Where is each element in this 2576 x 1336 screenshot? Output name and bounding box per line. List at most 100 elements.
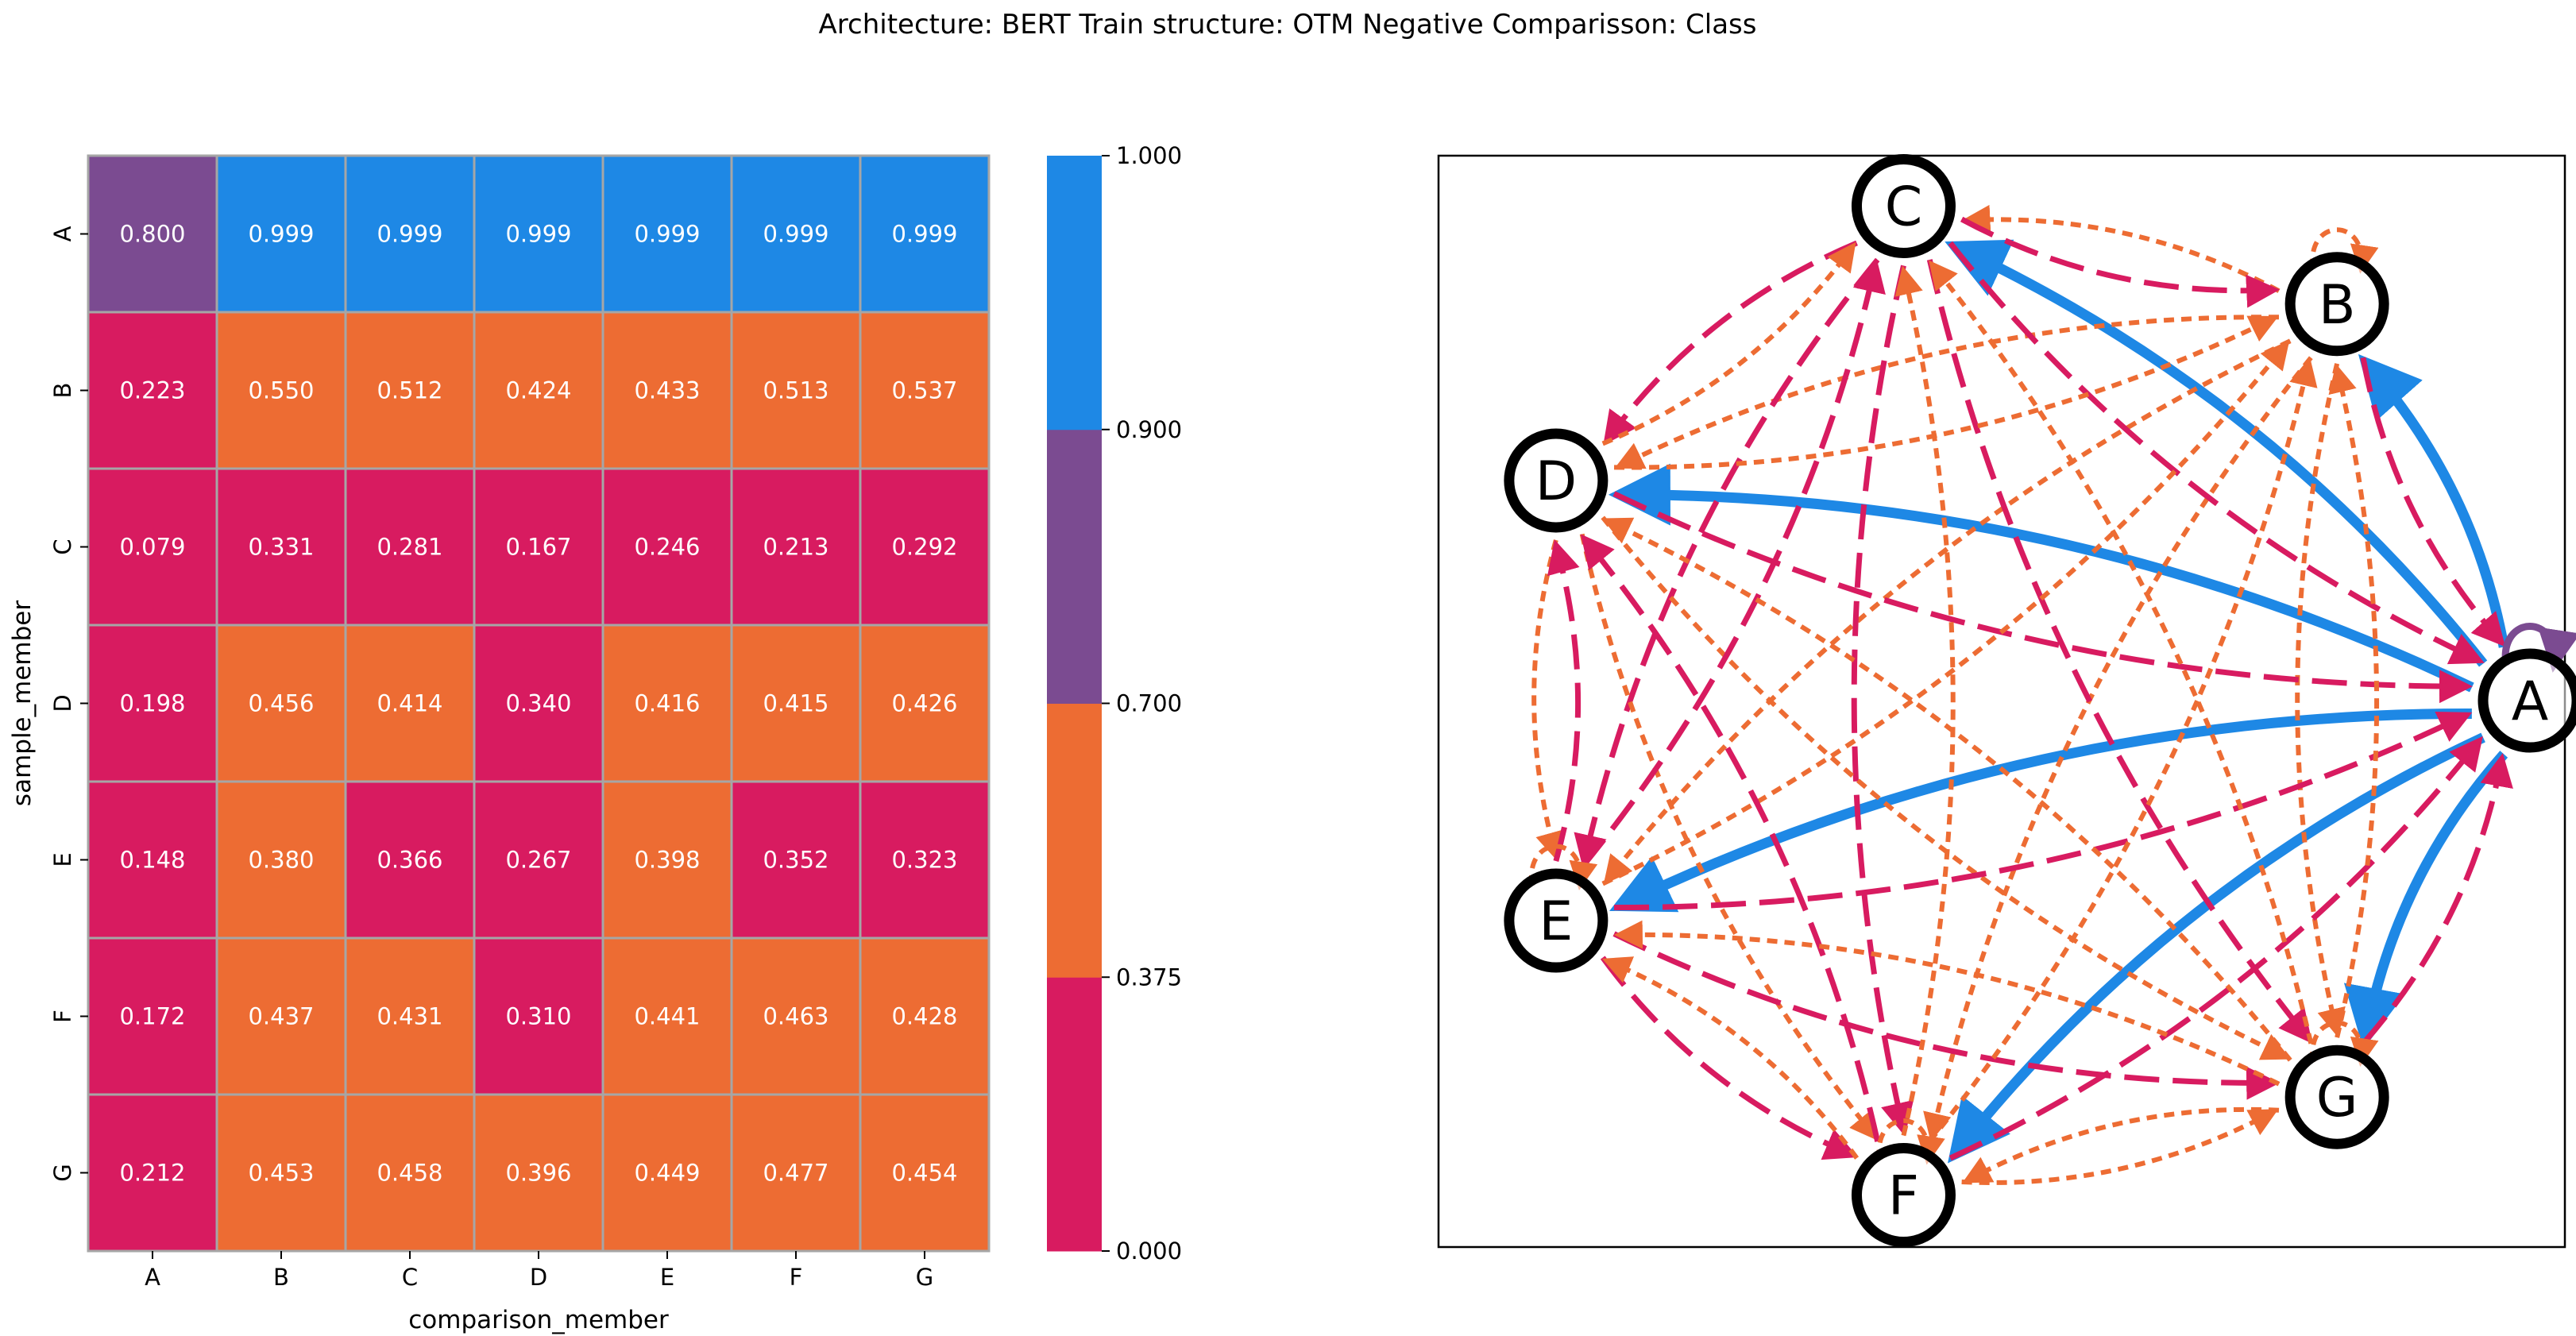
network-edge — [1923, 356, 2313, 1142]
network-self-loop — [2310, 1020, 2379, 1068]
heatmap-cell-label: 0.223 — [119, 377, 185, 404]
heatmap-cell-label: 0.213 — [763, 534, 828, 561]
heatmap-cell-label: 0.999 — [505, 221, 571, 248]
heatmap-cell — [730, 467, 862, 627]
y-tick-label: G — [49, 1164, 76, 1181]
heatmap-cell-label: 0.310 — [505, 1003, 571, 1030]
network-edge — [2360, 357, 2506, 647]
network-edge — [1614, 315, 2280, 469]
x-tick-label: B — [273, 1264, 289, 1291]
heatmap-cell-label: 0.415 — [763, 690, 828, 717]
network-self-loop — [2501, 623, 2576, 673]
network-edge — [1961, 204, 2281, 293]
heatmap-cell-label: 0.458 — [377, 1160, 442, 1187]
heatmap-cell — [473, 624, 604, 783]
network-edge — [2295, 363, 2346, 1038]
heatmap-cell-label: 0.366 — [377, 847, 442, 874]
y-axis-label: sample_member — [8, 600, 37, 806]
heatmap-cell-label: 0.477 — [763, 1160, 828, 1187]
heatmap-cell-label: 0.999 — [763, 221, 828, 248]
heatmap-cell-label: 0.999 — [891, 221, 957, 248]
heatmap-cell — [87, 154, 218, 314]
heatmap-cell — [730, 624, 862, 783]
heatmap-cell — [730, 1093, 862, 1253]
network-edge — [1613, 920, 2281, 1087]
heatmap-cell-label: 0.449 — [634, 1160, 700, 1187]
colorbar-segment — [1047, 156, 1102, 431]
network-node-label: E — [1539, 890, 1573, 953]
network-edge — [1603, 240, 1858, 446]
network-edge — [1601, 241, 1856, 446]
heatmap-cell-label: 0.441 — [634, 1003, 700, 1030]
network-node-label: D — [1535, 450, 1577, 513]
heatmap-cell-label: 0.537 — [891, 377, 957, 404]
x-tick-label: F — [790, 1264, 803, 1291]
colorbar-tick-label: 0.000 — [1116, 1238, 1182, 1265]
network-edge — [1948, 736, 2483, 1161]
heatmap-cell-label: 0.426 — [891, 690, 957, 717]
x-axis-label: comparison_member — [408, 1306, 669, 1334]
network-node — [2478, 648, 2576, 753]
heatmap-cell — [344, 467, 476, 627]
colorbar-segment — [1047, 429, 1102, 704]
colorbar: 0.000 0.375 0.700 0.900 1.000 — [1047, 142, 1182, 1265]
heatmap: 0.800 0.999 0.999 0.999 0.999 0.999 0.999 0.223… — [8, 154, 991, 1334]
heatmap-cell-label: 0.352 — [763, 847, 828, 874]
heatmap-cell — [473, 1093, 604, 1253]
x-tick-label: C — [402, 1264, 418, 1291]
figure-title: Architecture: BERT Train structure: OTM … — [819, 9, 1757, 41]
y-tick-label: B — [49, 383, 76, 399]
network-node — [1851, 1143, 1956, 1248]
colorbar-tick-label: 0.900 — [1116, 416, 1182, 443]
network-node — [1504, 428, 1609, 533]
x-tick-label: D — [530, 1264, 547, 1291]
heatmap-cell — [473, 467, 604, 627]
heatmap-cell-label: 0.198 — [119, 690, 185, 717]
heatmap-cell-label: 0.167 — [505, 534, 571, 561]
y-tick-label: C — [49, 539, 76, 554]
x-tick-label: G — [916, 1264, 933, 1291]
network-self-loop — [1876, 1118, 1945, 1165]
heatmap-cell-label: 0.416 — [634, 690, 700, 717]
y-tick-label: F — [49, 1010, 76, 1023]
network-edge — [2328, 363, 2380, 1038]
colorbar-tick-label: 0.700 — [1116, 690, 1182, 717]
network-edge — [1614, 712, 2473, 911]
network-edge — [1579, 533, 1879, 1141]
network-edge — [1947, 732, 2485, 1164]
heatmap-cell-label: 0.428 — [891, 1003, 957, 1030]
network-self-loop — [2310, 227, 2379, 274]
heatmap-cell-label: 0.431 — [377, 1003, 442, 1030]
heatmap-cell-label: 0.453 — [248, 1160, 314, 1187]
network-edge — [1600, 956, 1859, 1160]
heatmap-cell — [601, 311, 733, 470]
network-edge — [1612, 931, 2281, 1100]
heatmap-cell-label: 0.513 — [763, 377, 828, 404]
network-edge — [1609, 709, 2472, 913]
network-edge — [2361, 752, 2513, 1046]
network-edge — [1926, 259, 2313, 1044]
heatmap-cell-label: 0.800 — [119, 221, 185, 248]
heatmap-cell — [87, 624, 218, 783]
network-node-label: F — [1888, 1165, 1919, 1228]
y-tick-label: E — [49, 852, 76, 867]
network-node — [2284, 1044, 2389, 1149]
network-graph: A B C D E F G — [1504, 153, 2576, 1248]
network-edge — [1580, 534, 1881, 1142]
network-edge — [1612, 491, 2473, 704]
heatmap-cell-label: 0.456 — [248, 690, 314, 717]
heatmap-cell — [473, 936, 604, 1096]
network-edge — [1962, 1106, 2280, 1183]
heatmap-cell — [601, 467, 733, 627]
heatmap-cell — [87, 936, 218, 1096]
heatmap-cell-label: 0.398 — [634, 847, 700, 874]
network-node-label: C — [1885, 176, 1922, 238]
heatmap-cell — [87, 1093, 218, 1253]
heatmap-cell-label: 0.999 — [248, 221, 314, 248]
network-edge — [1601, 515, 2291, 1060]
heatmap-cell — [344, 780, 476, 940]
network-node-label: G — [2316, 1067, 2358, 1129]
network-edge — [1579, 258, 1886, 869]
heatmap-cell-label: 0.323 — [891, 847, 957, 874]
x-tick-label: E — [660, 1264, 674, 1291]
